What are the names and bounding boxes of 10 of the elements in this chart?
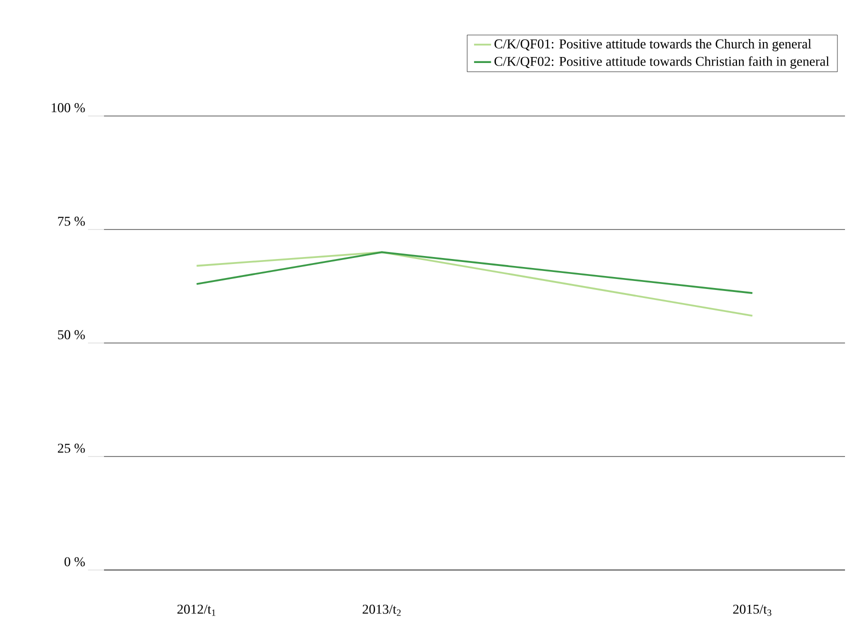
x-tick-label: 2013/t$_{2}$ <box>362 604 401 616</box>
legend-label: C/K/QF02: Positive attitude towards Christian faith in general <box>494 56 830 69</box>
x-tick-label: 2012/t$_{1}$ <box>177 604 216 616</box>
y-tick-label: 75 % <box>58 216 85 226</box>
y-tick-label: 100 % <box>52 103 85 112</box>
legend-label: C/K/QF01: Positive attitude towards the Church in general <box>494 38 812 52</box>
y-tick-label: 0 % <box>64 557 85 566</box>
y-tick-label: 50 % <box>58 330 85 340</box>
y-tick-label: 25 % <box>58 444 85 453</box>
x-tick-label: 2015/t$_{3}$ <box>733 604 772 616</box>
